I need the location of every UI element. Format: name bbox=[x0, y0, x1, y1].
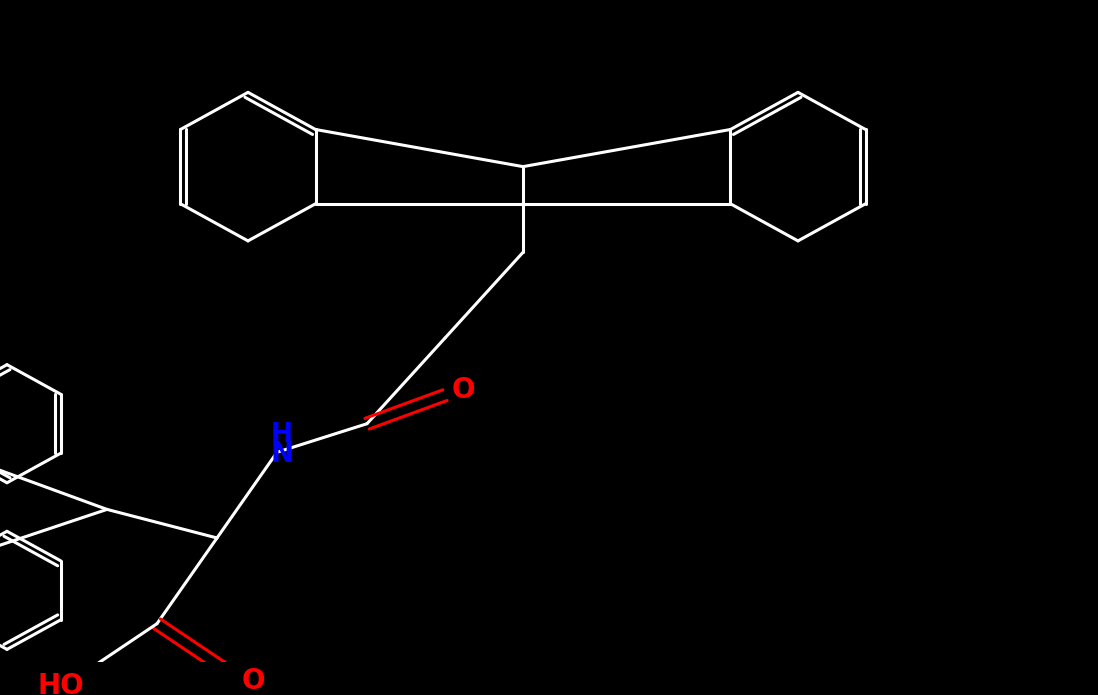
Text: O: O bbox=[242, 667, 265, 695]
Text: O: O bbox=[451, 377, 474, 404]
Text: HO: HO bbox=[37, 671, 85, 695]
Text: N: N bbox=[270, 440, 293, 468]
Text: H: H bbox=[271, 422, 293, 448]
